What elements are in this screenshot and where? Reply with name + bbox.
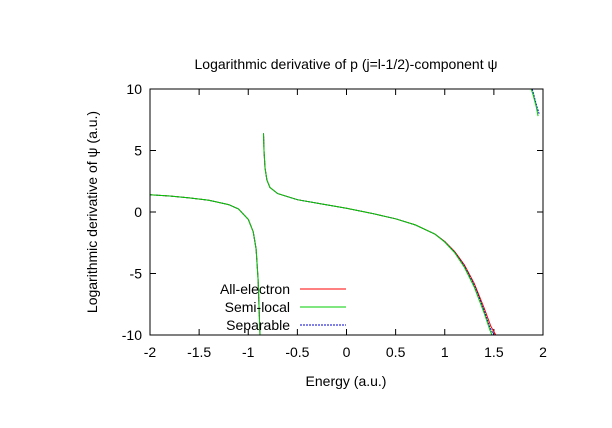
y-axis-title: Logarithmic derivative of ψ (a.u.)	[84, 111, 100, 313]
series-line-segment	[263, 133, 493, 335]
series-line-segment	[263, 133, 495, 335]
y-tick-label: 0	[134, 204, 142, 220]
series-line-segment	[150, 194, 261, 335]
x-tick-label: -0.5	[285, 344, 309, 360]
series-separable	[150, 89, 540, 335]
x-tick-label: 0	[343, 344, 351, 360]
x-tick-label: 2	[539, 344, 547, 360]
x-tick-label: 0.5	[386, 344, 406, 360]
x-tick-label: -2	[144, 344, 157, 360]
series-line-segment	[531, 89, 540, 114]
y-tick-label: 10	[126, 81, 142, 97]
y-tick-label: -10	[122, 327, 142, 343]
series-line-segment	[263, 133, 497, 335]
series-layer	[150, 89, 540, 335]
chart-title: Logarithmic derivative of p (j=l-1/2)-co…	[195, 56, 498, 72]
series-all-electron	[150, 133, 497, 335]
x-tick-label: 1.5	[484, 344, 504, 360]
legend-label: All-electron	[220, 281, 290, 297]
x-tick-label: -1	[242, 344, 255, 360]
x-axis-title: Energy (a.u.)	[306, 373, 387, 389]
series-semi-local	[150, 89, 539, 335]
legend: All-electron Semi-local Separable	[220, 281, 346, 333]
legend-label: Semi-local	[225, 299, 290, 315]
ticks-layer: -2 -1.5 -1 -0.5 0 0.5 1 1.5 2 -10 -5 0 5 10	[122, 81, 547, 360]
x-tick-label: 1	[441, 344, 449, 360]
legend-label: Separable	[226, 317, 290, 333]
plot-frame	[149, 88, 544, 336]
series-line-segment	[530, 89, 539, 117]
y-tick-label: 5	[134, 143, 142, 159]
y-tick-label: -5	[130, 266, 143, 282]
x-tick-label: -1.5	[187, 344, 211, 360]
